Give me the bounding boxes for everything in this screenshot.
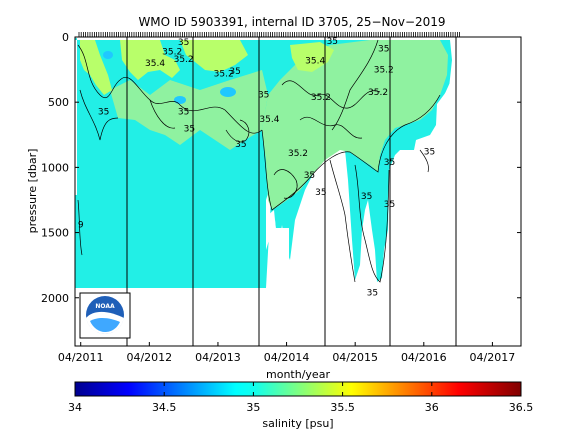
noaa-logo: NOAA <box>79 292 131 339</box>
contour-label: 35 <box>384 158 395 168</box>
contour-line <box>261 94 441 211</box>
y-tick-label: 0 <box>62 31 69 44</box>
colorbar: 34 34.5 35 35.5 36 36.5 salinity [psu] <box>68 381 533 430</box>
contour-label: 35.4 <box>305 56 325 66</box>
colorbar-tick-label: 35 <box>246 401 260 414</box>
field-upper-water <box>80 40 112 95</box>
contour-label: 35.2 <box>174 55 194 65</box>
contour-label: 35 <box>378 45 389 55</box>
contour-label: 35 <box>315 188 326 198</box>
x-tick-label: 04/2017 <box>470 351 516 364</box>
contour-label: 35 <box>98 107 109 117</box>
contour-label: 35 <box>367 289 378 299</box>
contour-label: 35.4 <box>145 59 165 69</box>
contour-line <box>281 80 381 109</box>
colorbar-tick-label: 35.5 <box>330 401 355 414</box>
fresh-patch <box>220 87 236 97</box>
y-axis: 0 500 1000 1500 2000 <box>41 31 521 305</box>
year-marker-lines <box>126 37 457 346</box>
contour-label: 35 <box>178 38 189 48</box>
contour-line <box>419 149 429 173</box>
contour-line <box>331 39 379 131</box>
fresh-patch-2 <box>174 96 186 104</box>
contour-label: 35.4 <box>259 115 279 125</box>
contour-label: 35 <box>304 171 315 181</box>
contour-line <box>273 169 298 199</box>
colorbar-ticks: 34 34.5 35 35.5 36 36.5 <box>68 382 533 414</box>
chart-title: WMO ID 5903391, internal ID 3705, 25−Nov… <box>138 15 445 29</box>
x-tick-label: 04/2015 <box>332 351 378 364</box>
profile-ticks <box>78 32 461 37</box>
contour-label: 35.2 <box>374 66 394 76</box>
colorbar-tick-label: 34 <box>68 401 82 414</box>
x-tick-label: 04/2012 <box>126 351 172 364</box>
contour-label: 35 <box>258 90 269 100</box>
x-axis-label: month/year <box>266 368 330 381</box>
contour-line <box>79 89 119 141</box>
data-gap-3 <box>328 180 352 290</box>
contour-lines <box>77 39 441 283</box>
colorbar-gradient <box>74 381 522 397</box>
contour-label: 35.2 <box>368 88 388 98</box>
contour-label: 35.2 <box>214 70 234 80</box>
y-axis-label: pressure [dbar] <box>26 149 39 234</box>
fresh-patch-3 <box>103 51 113 59</box>
x-tick-label: 04/2016 <box>401 351 447 364</box>
contour-label: 35 <box>184 124 195 134</box>
data-gap-6 <box>269 228 289 290</box>
contour-label: 35 <box>229 67 240 77</box>
x-tick-label: 04/2013 <box>195 351 241 364</box>
field-upper-water-3 <box>180 40 248 72</box>
y-tick-label: 1000 <box>41 161 69 174</box>
field-upper-water-4 <box>290 42 334 72</box>
colorbar-tick-label: 36 <box>425 401 439 414</box>
contour-label: 35.2 <box>311 93 331 103</box>
contour-label: 35 <box>361 192 372 202</box>
colorbar-label: salinity [psu] <box>262 417 333 430</box>
x-tick-label: 04/2011 <box>58 351 104 364</box>
contour-line <box>329 159 356 283</box>
data-gap-7 <box>75 288 521 346</box>
contour-label: 35.2 <box>288 149 308 159</box>
contour-label: 35 <box>384 200 395 210</box>
contour-line <box>299 116 363 139</box>
y-tick-label: 500 <box>48 96 69 109</box>
x-axis: 04/2011 04/2012 04/2013 04/2014 04/2015 04/20… <box>58 342 515 364</box>
contour-label: 35 <box>235 140 246 150</box>
field-upper-water-2 <box>120 40 180 80</box>
contour-label: 35 <box>327 37 338 47</box>
noaa-logo-text: NOAA <box>95 303 115 310</box>
y-tick-label: 2000 <box>41 292 69 305</box>
data-gap-4 <box>300 212 324 290</box>
contour-line <box>354 164 390 283</box>
colorbar-tick-label: 36.5 <box>509 401 534 414</box>
axes-frame <box>74 36 522 347</box>
x-tick-label: 04/2014 <box>264 351 310 364</box>
contour-line <box>77 199 83 256</box>
field-deep-water-3 <box>75 268 265 288</box>
contour-label: 9 <box>78 221 84 231</box>
field-mid-water <box>262 40 448 210</box>
field-left-edge <box>75 195 81 290</box>
contour-line <box>225 119 250 143</box>
y-tick-label: 1500 <box>41 227 69 240</box>
contour-label: 35 <box>178 107 189 117</box>
colorbar-tick-label: 34.5 <box>152 401 177 414</box>
contour-label: 35.2 <box>162 47 182 57</box>
contour-line <box>149 99 176 129</box>
contour-label: 35 <box>424 148 435 158</box>
